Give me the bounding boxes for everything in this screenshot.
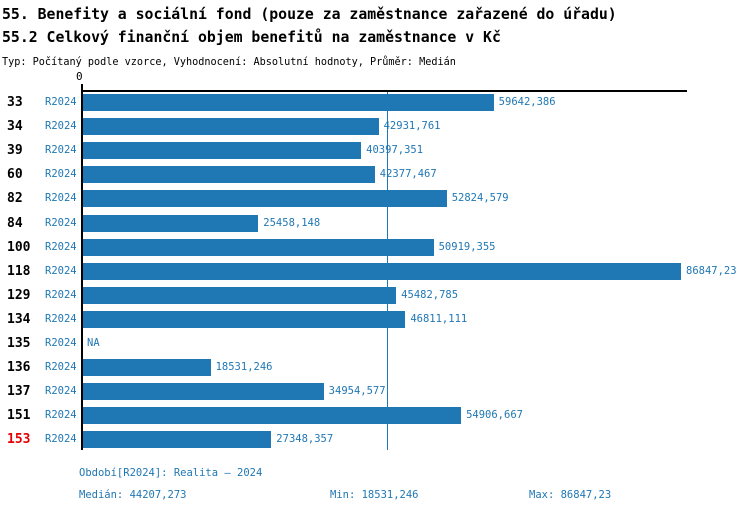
chart-title-line1: 55. Benefity a sociální fond (pouze za z… [2,6,617,23]
footer-period: Období[R2024]: Realita – 2024 [79,467,263,479]
period-label: R2024 [45,312,77,325]
category-label: 60 [7,167,23,183]
axis-zero-label: 0 [76,70,83,83]
value-label: 18531,246 [215,361,273,374]
category-label: 153 [7,432,31,448]
value-label: 40397,351 [366,144,424,157]
period-label: R2024 [45,216,77,229]
category-label: 39 [7,143,23,159]
category-label: 84 [7,215,23,231]
axis-top-line [81,90,687,92]
period-label: R2024 [45,409,77,422]
value-label: 42377,467 [379,168,437,181]
period-label: R2024 [45,240,77,253]
category-label: 136 [7,360,31,376]
category-label: 137 [7,384,31,400]
bar [83,190,447,208]
value-label: 86847,23 [686,264,737,277]
category-label: 33 [7,95,23,110]
bar [83,262,681,280]
period-label: R2024 [45,192,77,205]
footer-max: Max: 86847,23 [529,489,612,501]
value-label: 59642,386 [498,96,556,108]
bar [83,118,379,136]
bar [83,359,211,377]
category-label: 135 [7,336,31,351]
period-label: R2024 [45,264,77,277]
value-label: 42931,761 [383,120,441,133]
period-label: R2024 [45,144,77,157]
bar [83,310,406,328]
value-label: 52824,579 [451,192,509,205]
category-label: 151 [7,408,31,424]
chart-subtitle: Typ: Počítaný podle vzorce, Vyhodnocení:… [2,57,456,68]
bar [83,214,259,232]
value-label: 45482,785 [401,288,459,301]
bar [83,286,397,304]
bar [83,94,494,111]
category-label: 129 [7,287,31,303]
period-label: R2024 [45,96,77,108]
bar [83,407,462,425]
value-label: 50919,355 [438,240,496,253]
category-label: 34 [7,119,23,135]
chart-title-line2: 55.2 Celkový finanční objem benefitů na … [2,29,501,46]
axis-left-line [81,90,83,450]
value-label: 34954,577 [328,385,386,398]
category-label: 134 [7,311,31,327]
footer-median: Medián: 44207,273 [79,489,187,501]
period-label: R2024 [45,385,77,398]
bar [83,166,375,184]
bar [83,383,324,401]
period-label: R2024 [45,288,77,301]
period-label: R2024 [45,337,77,349]
period-label: R2024 [45,361,77,374]
category-label: 100 [7,239,31,255]
footer-min: Min: 18531,246 [330,489,419,501]
value-label: 27348,357 [276,433,334,446]
period-label: R2024 [45,168,77,181]
period-label: R2024 [45,120,77,133]
value-label: 46811,111 [410,312,468,325]
value-label: 25458,148 [263,216,321,229]
bar [83,431,272,449]
bar [83,238,434,256]
category-label: 82 [7,191,23,207]
value-label: NA [87,337,100,349]
period-label: R2024 [45,433,77,446]
category-label: 118 [7,263,31,279]
value-label: 54906,667 [466,409,523,422]
bar [83,142,362,160]
axis-zero-tick [81,84,83,91]
